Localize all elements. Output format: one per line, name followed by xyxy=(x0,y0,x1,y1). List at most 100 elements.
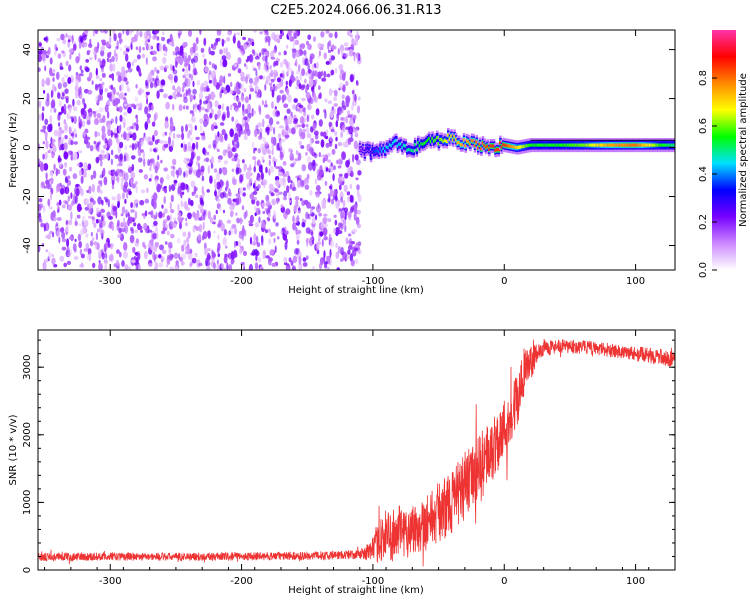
heatmap-noise-cell xyxy=(159,88,164,93)
heatmap-noise-cell xyxy=(100,159,103,167)
heatmap-noise-cell xyxy=(201,175,205,182)
heatmap-noise-cell xyxy=(221,55,227,61)
heatmap-noise-cell xyxy=(354,132,359,138)
heatmap-noise-cell xyxy=(313,153,318,159)
heatmap-noise-cell xyxy=(155,225,158,235)
heatmap-noise-cell xyxy=(179,222,182,230)
heatmap-noise-cell xyxy=(308,78,314,88)
heatmap-noise-cell xyxy=(294,196,300,201)
heatmap-noise-cell xyxy=(123,103,128,107)
heatmap-noise-cell xyxy=(285,238,288,244)
heatmap-noise-cell xyxy=(351,205,354,212)
heatmap-noise-cell xyxy=(45,172,48,180)
heatmap-noise-cell xyxy=(298,256,302,265)
heatmap-noise-cell xyxy=(354,258,359,264)
heatmap-noise-cell xyxy=(70,139,74,146)
heatmap-noise-cell xyxy=(169,64,173,71)
heatmap-ridge-cell xyxy=(510,144,513,148)
heatmap-noise-cell xyxy=(135,123,139,131)
heatmap-noise-cell xyxy=(41,53,46,61)
heatmap-noise-cell xyxy=(292,50,296,59)
heatmap-noise-cell xyxy=(348,125,353,135)
heatmap-noise-cell xyxy=(210,91,215,101)
heatmap-noise-cell xyxy=(168,95,173,100)
heatmap-noise-cell xyxy=(205,257,208,267)
heatmap-noise-cell xyxy=(297,210,302,214)
heatmap-noise-cell xyxy=(219,49,223,55)
heatmap-noise-cell xyxy=(351,90,355,95)
heatmap-ridge-cell xyxy=(576,143,579,147)
heatmap-noise-cell xyxy=(185,124,188,132)
heatmap-ridge-cell xyxy=(418,144,422,148)
heatmap-noise-cell xyxy=(67,204,73,211)
heatmap-ridge-cell xyxy=(617,143,620,147)
heatmap-noise-cell xyxy=(228,205,234,211)
heatmap-ridge-cell xyxy=(481,141,485,145)
heatmap-noise-cell xyxy=(301,97,306,102)
heatmap-noise-cell xyxy=(234,107,239,113)
heatmap-noise-cell xyxy=(80,188,84,197)
heatmap-noise-cell xyxy=(297,152,302,161)
heatmap-noise-cell xyxy=(133,143,138,150)
heatmap-noise-cell xyxy=(329,248,332,258)
heatmap-noise-cell xyxy=(184,69,189,79)
heatmap-noise-cell xyxy=(102,220,106,227)
heatmap-noise-cell xyxy=(333,45,337,50)
heatmap-noise-cell xyxy=(109,253,114,262)
heatmap-noise-cell xyxy=(119,172,122,177)
heatmap-noise-cell xyxy=(282,173,287,177)
heatmap-noise-cell xyxy=(240,130,244,135)
heatmap-noise-cell xyxy=(207,93,212,101)
heatmap-noise-cell xyxy=(60,33,65,41)
heatmap-noise-cell xyxy=(62,168,67,176)
heatmap-noise-cell xyxy=(149,158,155,164)
heatmap-noise-cell xyxy=(305,123,309,128)
heatmap-noise-cell xyxy=(321,77,327,82)
heatmap-noise-cell xyxy=(303,111,307,117)
heatmap-ridge-cell xyxy=(440,138,444,142)
heatmap-noise-cell xyxy=(44,131,48,138)
heatmap-ridge-cell xyxy=(423,141,426,145)
heatmap-noise-cell xyxy=(226,219,232,224)
heatmap-noise-cell xyxy=(43,262,47,270)
heatmap-noise-cell xyxy=(195,194,199,199)
heatmap-ridge-cell xyxy=(454,138,458,142)
heatmap-noise-cell xyxy=(82,97,86,105)
heatmap-noise-cell xyxy=(279,89,284,94)
heatmap-noise-cell xyxy=(303,199,309,205)
heatmap-noise-cell xyxy=(322,157,326,164)
heatmap-noise-cell xyxy=(111,55,115,63)
heatmap-noise-cell xyxy=(200,214,205,221)
heatmap-ridge-cell xyxy=(429,140,433,144)
heatmap-noise-cell xyxy=(356,159,361,166)
heatmap-noise-cell xyxy=(315,191,321,198)
heatmap-noise-cell xyxy=(183,144,186,153)
heatmap-noise-cell xyxy=(253,30,257,33)
heatmap-noise-cell xyxy=(124,92,127,96)
heatmap-noise-cell xyxy=(64,122,68,132)
heatmap-noise-cell xyxy=(88,215,92,219)
heatmap-noise-cell xyxy=(301,123,306,129)
heatmap-noise-cell xyxy=(89,38,92,45)
heatmap-noise-cell xyxy=(192,42,196,48)
heatmap-noise-cell xyxy=(57,53,62,59)
heatmap-noise-cell xyxy=(110,130,113,138)
heatmap-noise-cell xyxy=(292,104,296,110)
heatmap-noise-cell xyxy=(279,151,284,161)
heatmap-noise-cell xyxy=(187,123,193,128)
heatmap-noise-cell xyxy=(276,197,279,205)
heatmap-noise-cell xyxy=(220,223,225,232)
heatmap-noise-cell xyxy=(265,194,270,202)
heatmap-noise-cell xyxy=(61,50,65,54)
heatmap-noise-cell xyxy=(311,70,316,77)
heatmap-ridge-cell xyxy=(664,143,668,147)
heatmap-ridge-cell xyxy=(432,139,436,143)
heatmap-noise-cell xyxy=(113,49,117,55)
heatmap-noise-cell xyxy=(293,118,299,123)
heatmap-noise-cell xyxy=(94,118,99,125)
heatmap-ridge-cell xyxy=(407,148,411,152)
heatmap-noise-cell xyxy=(79,65,82,71)
heatmap-noise-cell xyxy=(128,266,132,270)
heatmap-noise-cell xyxy=(231,116,235,122)
heatmap-noise-cell xyxy=(177,216,181,222)
